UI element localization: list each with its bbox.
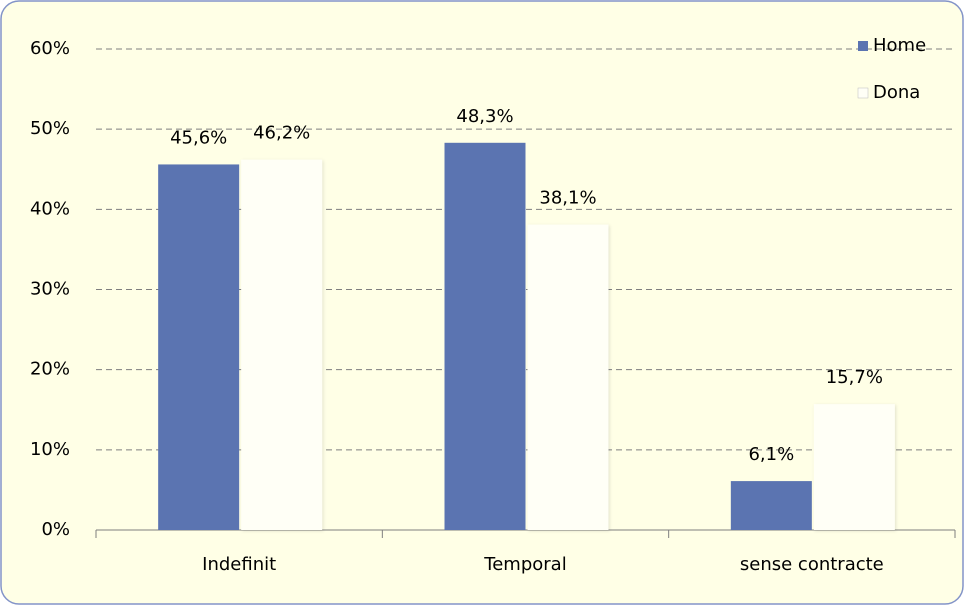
y-tick-label: 50% — [30, 118, 70, 139]
data-label: 6,1% — [748, 444, 794, 465]
bar — [527, 224, 609, 530]
y-tick-label: 10% — [30, 439, 70, 460]
bar — [241, 159, 323, 530]
y-tick-label: 20% — [30, 359, 70, 380]
y-tick-label: 60% — [30, 38, 70, 59]
x-tick-label: Indefinit — [202, 554, 276, 575]
legend-label: Dona — [873, 82, 920, 103]
legend-swatch — [858, 41, 868, 51]
x-tick-label: Temporal — [483, 554, 566, 575]
y-tick-label: 40% — [30, 198, 70, 219]
data-label: 46,2% — [253, 123, 310, 144]
bar — [813, 404, 895, 530]
bar — [158, 164, 240, 530]
data-label: 45,6% — [170, 127, 227, 148]
data-label: 48,3% — [456, 106, 513, 127]
x-tick-label: sense contracte — [740, 554, 884, 575]
data-label: 38,1% — [539, 188, 596, 209]
y-tick-label: 0% — [41, 519, 70, 540]
legend-label: Home — [873, 35, 926, 56]
bar — [730, 481, 812, 530]
data-label: 15,7% — [826, 367, 883, 388]
bar — [444, 142, 526, 531]
y-tick-label: 30% — [30, 279, 70, 300]
legend-swatch — [857, 87, 869, 99]
